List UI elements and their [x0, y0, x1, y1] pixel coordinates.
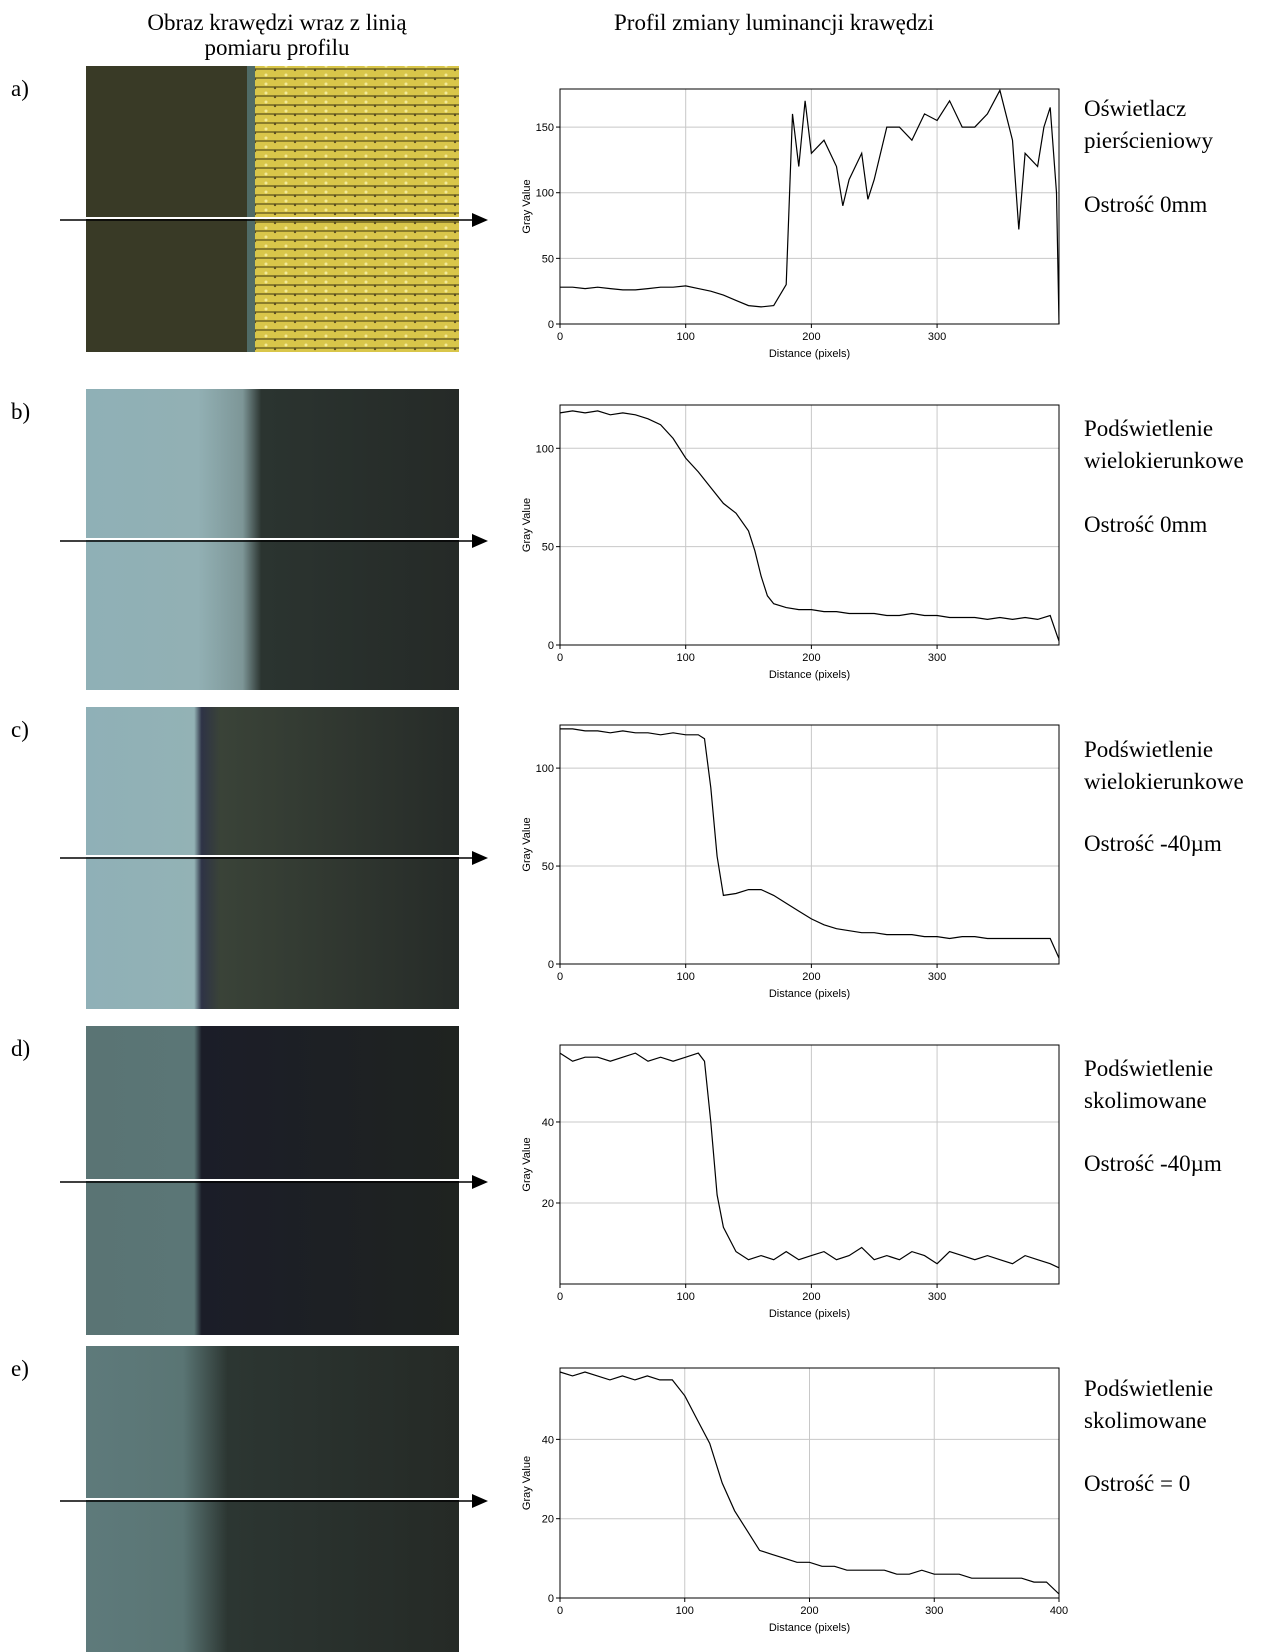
- profile-line: [560, 88, 1060, 325]
- x-tick-label: 300: [928, 331, 946, 343]
- y-tick-label: 0: [548, 319, 554, 331]
- profile-line: [559, 1371, 1060, 1595]
- y-tick-label: 40: [542, 1434, 554, 1446]
- plot-frame: [559, 724, 1060, 965]
- caption: Podświetlenie: [1084, 416, 1213, 441]
- profile-line: [559, 410, 1060, 642]
- caption: Podświetlenie: [1084, 1056, 1213, 1081]
- y-axis-label: Gray Value: [521, 498, 533, 552]
- photo-a: [86, 66, 459, 352]
- caption: Ostrość -40µm: [1084, 1151, 1222, 1176]
- x-tick-label: 100: [676, 1605, 694, 1617]
- caption: wielokierunkowe: [1084, 769, 1244, 794]
- caption: Oświetlacz: [1084, 96, 1186, 121]
- x-tick-label: 300: [928, 1291, 946, 1303]
- x-tick-label: 300: [925, 1605, 943, 1617]
- x-tick-label: 200: [802, 652, 820, 664]
- x-tick-label: 300: [928, 652, 946, 664]
- caption: skolimowane: [1084, 1408, 1207, 1433]
- x-tick-label: 100: [677, 971, 695, 983]
- y-tick-label: 100: [536, 443, 554, 455]
- x-tick-label: 200: [800, 1605, 818, 1617]
- plot-area: [560, 89, 1059, 324]
- y-tick-label: 0: [548, 1593, 554, 1605]
- y-tick-label: 0: [548, 640, 554, 652]
- x-tick-label: 300: [928, 971, 946, 983]
- y-tick-label: 0: [548, 959, 554, 971]
- plot-frame: [559, 1044, 1060, 1285]
- caption: pierścieniowy: [1084, 128, 1214, 153]
- y-axis-label: Gray Value: [521, 179, 533, 233]
- caption: Ostrość 0mm: [1084, 192, 1207, 217]
- x-axis-label: Distance (pixels): [769, 348, 850, 360]
- x-tick-label: 100: [677, 331, 695, 343]
- caption: wielokierunkowe: [1084, 448, 1244, 473]
- y-tick-label: 100: [536, 188, 554, 200]
- caption: Podświetlenie: [1084, 1376, 1213, 1401]
- plot-area: [560, 405, 1059, 645]
- x-axis-label: Distance (pixels): [769, 988, 850, 1000]
- arrow-head: [472, 1175, 488, 1189]
- x-axis-label: Distance (pixels): [769, 1622, 850, 1634]
- arrow-head: [472, 1494, 488, 1508]
- x-tick-label: 0: [557, 652, 563, 664]
- x-tick-label: 0: [557, 331, 563, 343]
- y-axis-label: Gray Value: [521, 1456, 533, 1510]
- plot-frame: [559, 1367, 1060, 1599]
- x-tick-label: 0: [557, 1605, 563, 1617]
- x-axis-label: Distance (pixels): [769, 669, 850, 681]
- profile-line: [559, 1052, 1060, 1269]
- y-tick-label: 40: [542, 1117, 554, 1129]
- panel-label: d): [11, 1036, 30, 1061]
- y-tick-label: 100: [536, 763, 554, 775]
- arrow-head: [472, 851, 488, 865]
- arrow-head: [472, 534, 488, 548]
- plot-frame: [559, 88, 1060, 325]
- x-tick-label: 400: [1050, 1605, 1068, 1617]
- caption: Podświetlenie: [1084, 737, 1213, 762]
- plot-area: [560, 1045, 1059, 1284]
- plot-area: [560, 725, 1059, 964]
- y-tick-label: 20: [542, 1198, 554, 1210]
- panel-label: b): [11, 399, 30, 424]
- y-tick-label: 50: [542, 253, 554, 265]
- panel-label: a): [11, 76, 29, 101]
- y-tick-label: 50: [542, 542, 554, 554]
- y-axis-label: Gray Value: [521, 817, 533, 871]
- y-tick-label: 50: [542, 861, 554, 873]
- x-tick-label: 100: [677, 1291, 695, 1303]
- y-tick-label: 20: [542, 1514, 554, 1526]
- x-tick-label: 0: [557, 971, 563, 983]
- panel-label: c): [11, 717, 29, 742]
- column-header: Profil zmiany luminancji krawędzi: [614, 10, 934, 35]
- arrow-head: [472, 213, 488, 227]
- caption: Ostrość = 0: [1084, 1471, 1190, 1496]
- x-tick-label: 0: [557, 1291, 563, 1303]
- x-axis-label: Distance (pixels): [769, 1308, 850, 1320]
- panel-label: e): [11, 1356, 29, 1381]
- x-tick-label: 200: [802, 1291, 820, 1303]
- plot-frame: [559, 404, 1060, 646]
- profile-line: [560, 728, 1060, 959]
- caption: Ostrość -40µm: [1084, 831, 1222, 856]
- y-axis-label: Gray Value: [521, 1137, 533, 1191]
- column-header: pomiaru profilu: [205, 35, 350, 60]
- column-header: Obraz krawędzi wraz z linią: [147, 10, 407, 35]
- x-tick-label: 200: [802, 331, 820, 343]
- y-tick-label: 150: [536, 122, 554, 134]
- x-tick-label: 100: [677, 652, 695, 664]
- caption: Ostrość 0mm: [1084, 512, 1207, 537]
- caption: skolimowane: [1084, 1088, 1207, 1113]
- x-tick-label: 200: [802, 971, 820, 983]
